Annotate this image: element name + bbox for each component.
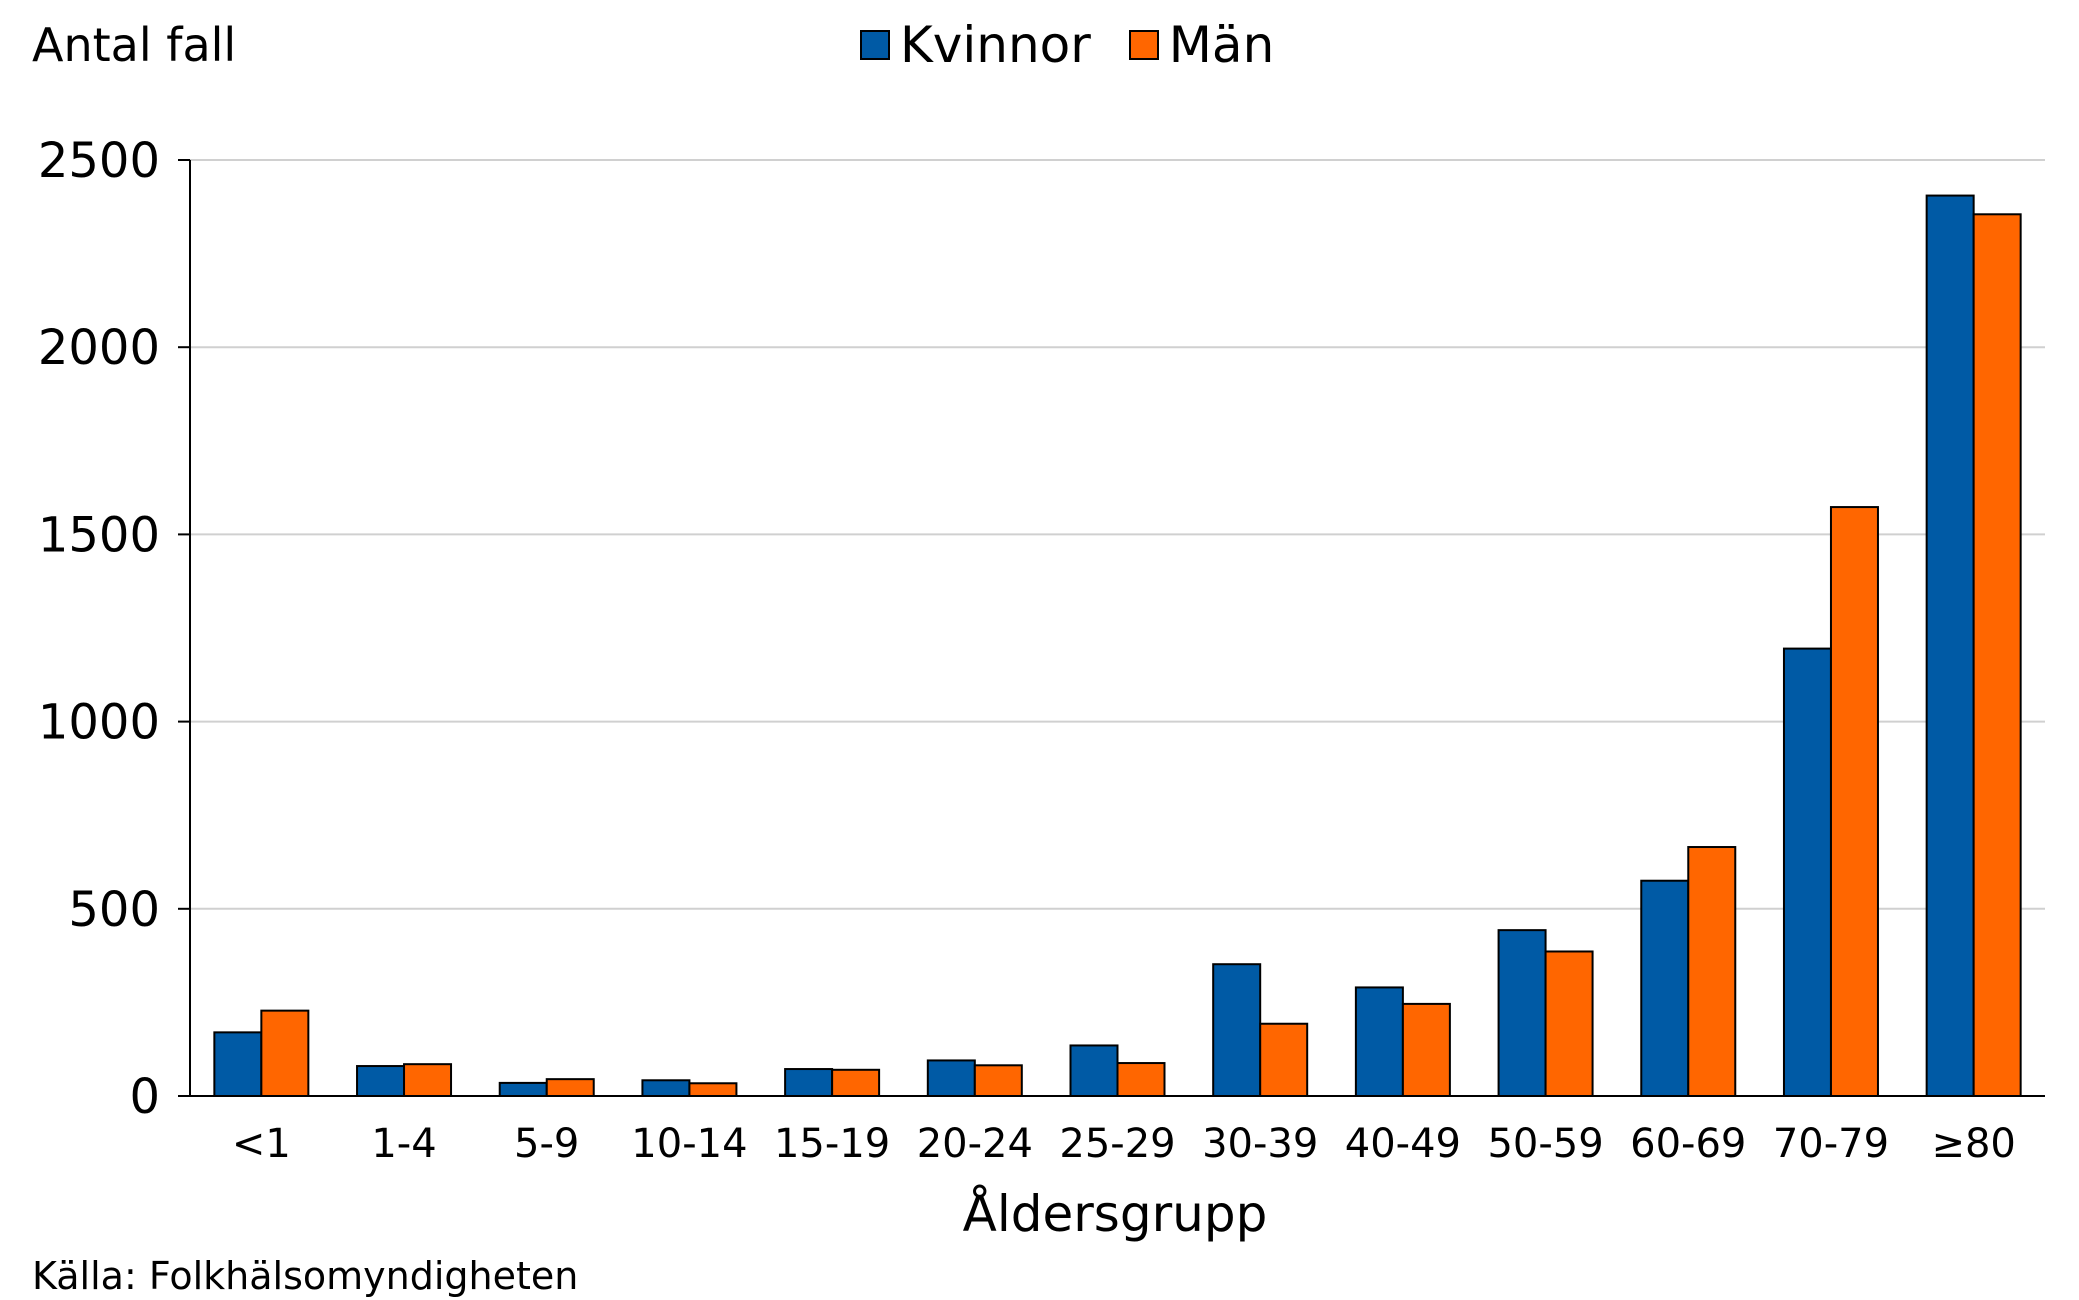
x-tick-label: 70-79	[1773, 1121, 1889, 1167]
x-tick-label: 15-19	[774, 1121, 890, 1167]
bar-man	[1401, 1002, 1451, 1097]
legend-label-kvinnor: Kvinnor	[900, 16, 1091, 74]
bar-man	[1544, 950, 1594, 1098]
bar-man	[260, 1009, 310, 1097]
bar-kvinnor	[498, 1081, 548, 1097]
bar-man	[1687, 846, 1737, 1097]
x-tick-label: 1-4	[371, 1121, 436, 1167]
x-tick-label: 50-59	[1487, 1121, 1603, 1167]
legend-swatch-kvinnor	[860, 30, 890, 60]
bar-man	[688, 1082, 738, 1097]
x-tick-label: 25-29	[1059, 1121, 1175, 1167]
bar-kvinnor	[1069, 1044, 1119, 1098]
legend-item-kvinnor: Kvinnor	[860, 16, 1091, 74]
legend: Kvinnor Män	[860, 16, 1312, 74]
bar-kvinnor	[1640, 879, 1690, 1097]
y-tick-label: 500	[68, 882, 160, 938]
x-tick-label: 5-9	[514, 1121, 579, 1167]
x-tick-label: 30-39	[1202, 1121, 1318, 1167]
x-tick-label: 40-49	[1345, 1121, 1461, 1167]
legend-item-man: Män	[1128, 16, 1275, 74]
bar-kvinnor	[1354, 986, 1404, 1098]
x-tick-label: 10-14	[631, 1121, 747, 1167]
source-note: Källa: Folkhälsomyndigheten	[32, 1254, 579, 1298]
legend-label-man: Män	[1168, 16, 1275, 74]
y-tick-label: 2000	[38, 320, 160, 376]
y-tick-label: 2500	[38, 133, 160, 189]
bar-kvinnor	[1497, 929, 1547, 1098]
x-tick-label: 20-24	[917, 1121, 1033, 1167]
bar-man	[831, 1068, 881, 1097]
bar-kvinnor	[1212, 963, 1262, 1097]
bar-man	[1972, 213, 2022, 1097]
bar-kvinnor	[213, 1031, 263, 1098]
bar-man	[545, 1078, 595, 1097]
y-tick-label: 0	[129, 1069, 160, 1125]
y-tick-label: 1000	[38, 695, 160, 751]
bar-man	[1116, 1062, 1166, 1098]
bar-man	[403, 1063, 453, 1098]
bar-man	[1829, 506, 1879, 1097]
x-tick-label: ≥80	[1931, 1121, 2015, 1167]
bar-man	[973, 1064, 1023, 1097]
bar-kvinnor	[1925, 194, 1975, 1097]
bar-kvinnor	[641, 1079, 691, 1097]
y-axis-title: Antal fall	[32, 18, 237, 72]
bar-kvinnor	[784, 1068, 834, 1098]
legend-swatch-man	[1128, 30, 1159, 60]
x-tick-label: <1	[232, 1121, 291, 1167]
x-tick-label: 60-69	[1630, 1121, 1746, 1167]
x-axis-title: Åldersgrupp	[962, 1185, 1268, 1243]
bar-man	[1259, 1022, 1309, 1097]
bar-kvinnor	[1782, 647, 1832, 1097]
bar-kvinnor	[926, 1059, 976, 1098]
y-tick-label: 1500	[38, 507, 160, 563]
bar-kvinnor	[356, 1065, 406, 1097]
